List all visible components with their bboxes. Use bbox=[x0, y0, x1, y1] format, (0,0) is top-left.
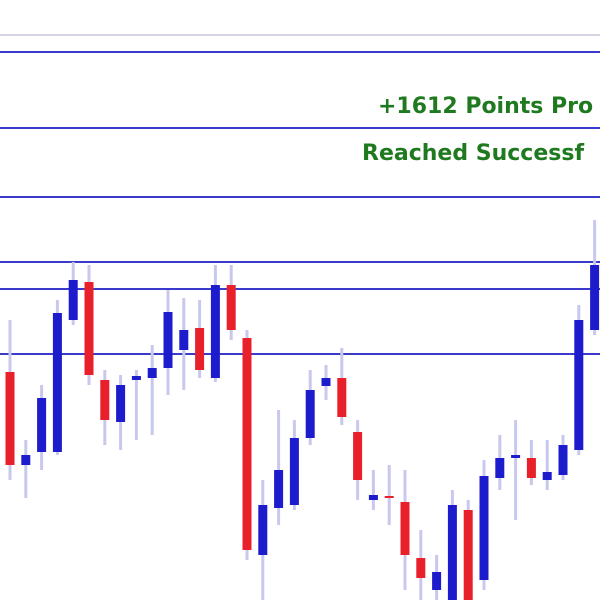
candle-body bbox=[37, 398, 47, 452]
candle-body bbox=[479, 476, 489, 580]
candle-body bbox=[21, 455, 31, 465]
candle-body bbox=[400, 502, 410, 555]
reference-lines bbox=[0, 34, 600, 355]
candle-body bbox=[542, 472, 552, 480]
candle-body bbox=[432, 572, 442, 590]
candle-body bbox=[195, 328, 205, 370]
annotation: +1612 Points Pro bbox=[378, 94, 593, 119]
candle-body bbox=[131, 376, 141, 380]
candle-body bbox=[337, 378, 347, 417]
candle-body bbox=[274, 470, 284, 508]
candle-body bbox=[558, 445, 568, 475]
candle-body bbox=[116, 385, 126, 422]
candle-body bbox=[416, 558, 426, 578]
candle-body bbox=[226, 285, 236, 330]
candle-body bbox=[242, 338, 252, 550]
candle-body bbox=[163, 312, 173, 368]
candle-body bbox=[5, 372, 15, 465]
candle-body bbox=[526, 458, 536, 478]
candle-body bbox=[52, 313, 62, 452]
candle-body bbox=[147, 368, 157, 378]
candle-body bbox=[68, 280, 78, 320]
candle-body bbox=[574, 320, 584, 450]
candle-body bbox=[495, 458, 505, 478]
candle-body bbox=[368, 495, 378, 500]
candle-body bbox=[258, 505, 268, 555]
candle-body bbox=[384, 496, 394, 498]
candles bbox=[5, 220, 600, 600]
candle-body bbox=[84, 282, 94, 375]
candle-body bbox=[511, 455, 521, 458]
candle-body bbox=[321, 378, 331, 386]
candle-body bbox=[100, 380, 110, 420]
candle-body bbox=[179, 330, 189, 350]
candle-body bbox=[305, 390, 315, 438]
candle-body bbox=[590, 265, 600, 330]
candle-body bbox=[289, 438, 299, 505]
candle-body bbox=[463, 510, 473, 600]
candle-body bbox=[210, 285, 220, 378]
annotation: Reached Successf bbox=[362, 141, 584, 166]
candle-body bbox=[353, 432, 363, 480]
candle-body bbox=[447, 505, 457, 600]
